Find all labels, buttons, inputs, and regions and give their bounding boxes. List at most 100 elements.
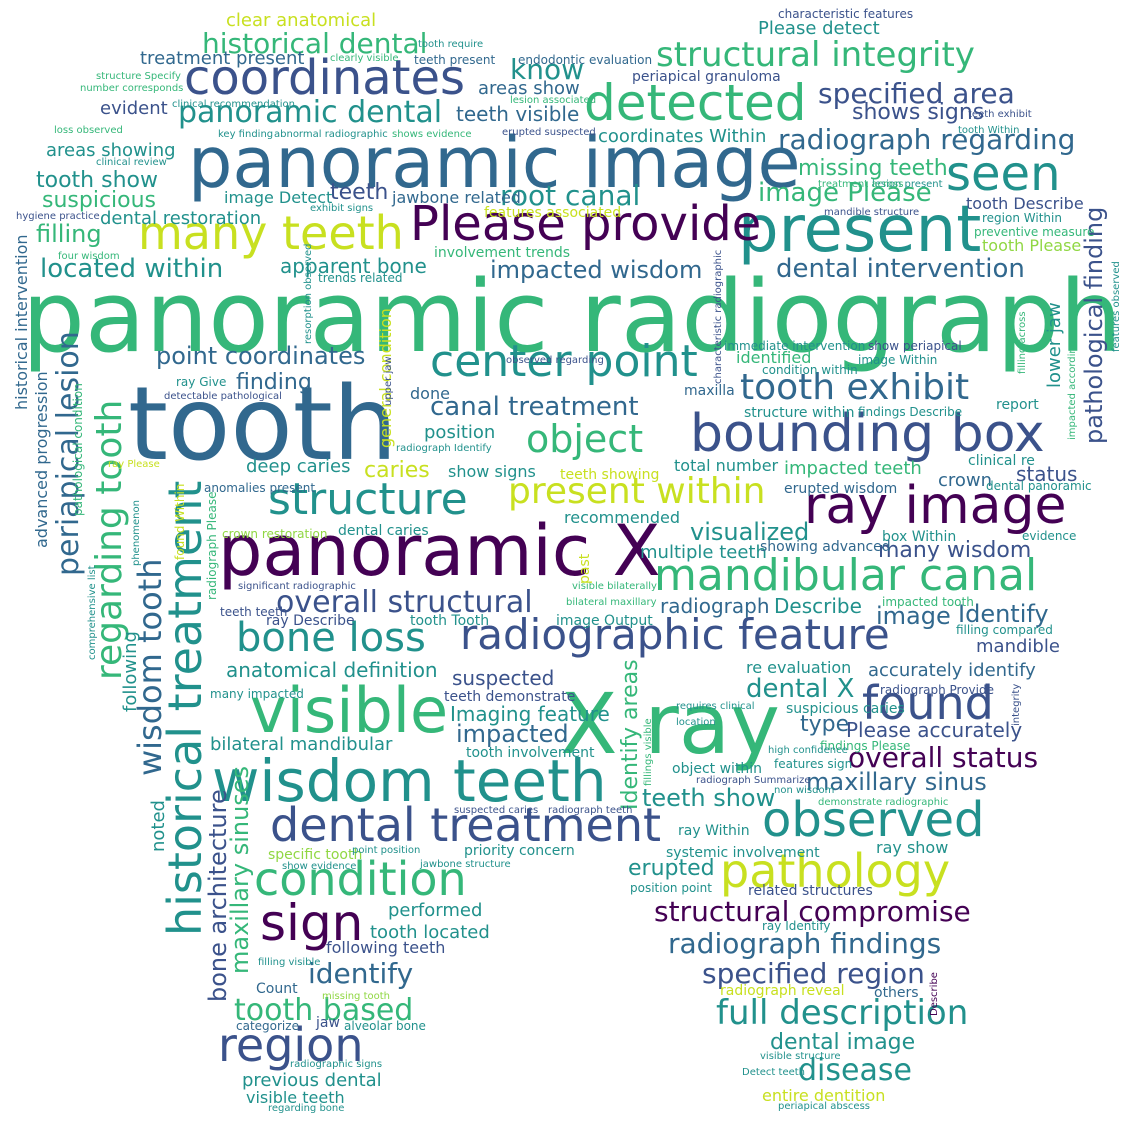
word: radiographic signs bbox=[290, 1059, 383, 1070]
word: shows evidence bbox=[392, 129, 472, 140]
word: visualized bbox=[690, 518, 810, 546]
word: suspicious bbox=[42, 188, 157, 213]
word-vertical: upper jaw bbox=[383, 356, 394, 406]
word: know bbox=[510, 53, 584, 86]
word-vertical: maxillary sinuses bbox=[226, 765, 254, 974]
word: crown restoration bbox=[222, 527, 328, 541]
word: previous dental bbox=[242, 1070, 382, 1091]
word-vertical: resorption observed bbox=[303, 243, 314, 344]
word: found bbox=[862, 676, 994, 730]
word: tooth Please bbox=[982, 236, 1082, 255]
word: mandible bbox=[976, 636, 1060, 657]
word-vertical: advanced progression bbox=[32, 371, 51, 548]
word: identify bbox=[308, 957, 414, 990]
word: image Please bbox=[758, 178, 932, 208]
word: radiograph reveal bbox=[720, 983, 845, 999]
word: demonstrate radiographic bbox=[818, 797, 949, 808]
word: Please provide bbox=[410, 196, 762, 252]
word: recommended bbox=[564, 508, 680, 527]
word: pathology bbox=[720, 844, 951, 898]
word: four wisdom bbox=[58, 251, 120, 262]
word: findings Please bbox=[820, 739, 911, 753]
word-vertical: characteristic radiographic bbox=[713, 249, 724, 384]
word: radiograph teeth bbox=[548, 805, 633, 816]
word: maxillary sinus bbox=[806, 768, 987, 796]
word: sign bbox=[260, 894, 364, 952]
word: missing tooth bbox=[322, 991, 390, 1002]
word: radiograph findings bbox=[668, 927, 942, 960]
word: erupted wisdom bbox=[784, 481, 898, 497]
word: detected bbox=[584, 74, 807, 132]
word: tooth involvement bbox=[466, 745, 595, 761]
word-vertical: historical intervention bbox=[12, 234, 31, 410]
word-vertical: found Within bbox=[173, 483, 187, 560]
word: box Within bbox=[882, 529, 957, 545]
word: endodontic evaluation bbox=[518, 53, 653, 67]
word: jawbone structure bbox=[420, 859, 511, 870]
word: many impacted bbox=[210, 687, 304, 701]
word: areas showing bbox=[46, 140, 176, 161]
word: filling visible bbox=[258, 957, 321, 968]
word: erupted suspected bbox=[502, 127, 596, 138]
word: located within bbox=[40, 254, 224, 284]
word: show signs bbox=[448, 462, 536, 481]
word: others bbox=[874, 985, 919, 1001]
word: structural integrity bbox=[656, 35, 975, 75]
word: observed bbox=[762, 792, 985, 848]
word: teeth teeth bbox=[220, 605, 288, 619]
word: image Detect bbox=[224, 188, 333, 207]
word: number corresponds bbox=[80, 83, 184, 94]
word: crown bbox=[938, 470, 993, 491]
word: panoramic dental bbox=[178, 95, 443, 130]
word: structure bbox=[268, 474, 468, 525]
word: clearly visible bbox=[330, 53, 399, 64]
word: wisdom teeth bbox=[212, 747, 607, 815]
word: anomalies present bbox=[204, 481, 316, 495]
word-vertical: Describe bbox=[929, 972, 940, 1016]
word: image Output bbox=[556, 613, 653, 629]
word: high confidence bbox=[768, 745, 848, 756]
word: dental panoramic bbox=[986, 479, 1092, 493]
word: tooth Tooth bbox=[410, 613, 490, 629]
word: object within bbox=[672, 761, 763, 777]
word: teeth show bbox=[642, 784, 776, 812]
word: abnormal radiographic bbox=[274, 129, 388, 140]
word: show periapical bbox=[868, 339, 962, 353]
word: done bbox=[410, 384, 450, 403]
word: bone loss bbox=[236, 615, 426, 661]
word-vertical: radiograph Please bbox=[205, 491, 219, 600]
word: root canal bbox=[500, 179, 641, 212]
word: loss observed bbox=[54, 125, 123, 136]
word: panoramic X bbox=[218, 510, 661, 592]
word: exhibit signs bbox=[310, 203, 374, 214]
word: dental restoration bbox=[100, 208, 262, 229]
word: impacted bbox=[456, 720, 569, 748]
word: historical dental bbox=[202, 27, 428, 60]
word: jawbone related bbox=[392, 188, 521, 207]
word: ray Give bbox=[176, 375, 227, 389]
word: shows signs bbox=[852, 100, 985, 125]
word: radiograph Provide bbox=[880, 683, 994, 697]
word-vertical: past bbox=[577, 553, 593, 584]
word: visible teeth bbox=[246, 1088, 345, 1107]
word: teeth present bbox=[414, 53, 496, 67]
word: structure Specify bbox=[96, 71, 181, 82]
word: impacted teeth bbox=[784, 458, 922, 479]
word: teeth showing bbox=[560, 467, 660, 483]
word: clear anatomical bbox=[226, 10, 377, 31]
word: dental intervention bbox=[776, 254, 1025, 284]
word: caries bbox=[364, 458, 430, 483]
word: alveolar bone bbox=[344, 1019, 426, 1033]
word: specific tooth bbox=[268, 847, 363, 863]
word: tooth based bbox=[234, 993, 414, 1028]
word: radiograph Summarize bbox=[696, 775, 811, 786]
word: many teeth bbox=[138, 206, 404, 260]
word: radiograph Identify bbox=[396, 443, 492, 454]
word: findings Describe bbox=[858, 405, 963, 419]
word: ray Identify bbox=[762, 919, 831, 933]
word: dental treatment bbox=[270, 798, 662, 852]
word: present within bbox=[508, 471, 766, 512]
word: clinical review bbox=[96, 157, 167, 168]
word: accurately identify bbox=[868, 660, 1036, 681]
word: bilateral maxillary bbox=[566, 597, 657, 608]
